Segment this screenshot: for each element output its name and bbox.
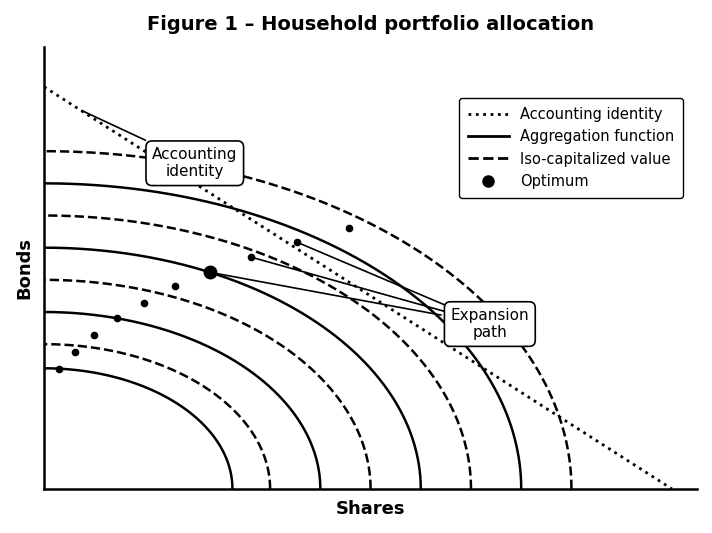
Text: Accounting
identity: Accounting identity — [82, 110, 238, 180]
Text: Expansion
path: Expansion path — [213, 273, 529, 340]
Y-axis label: Bonds: Bonds — [15, 237, 33, 299]
X-axis label: Shares: Shares — [336, 500, 405, 518]
Title: Figure 1 – Household portfolio allocation: Figure 1 – Household portfolio allocatio… — [147, 15, 594, 34]
Legend: Accounting identity, Aggregation function, Iso-capitalized value, Optimum: Accounting identity, Aggregation functio… — [459, 98, 684, 198]
